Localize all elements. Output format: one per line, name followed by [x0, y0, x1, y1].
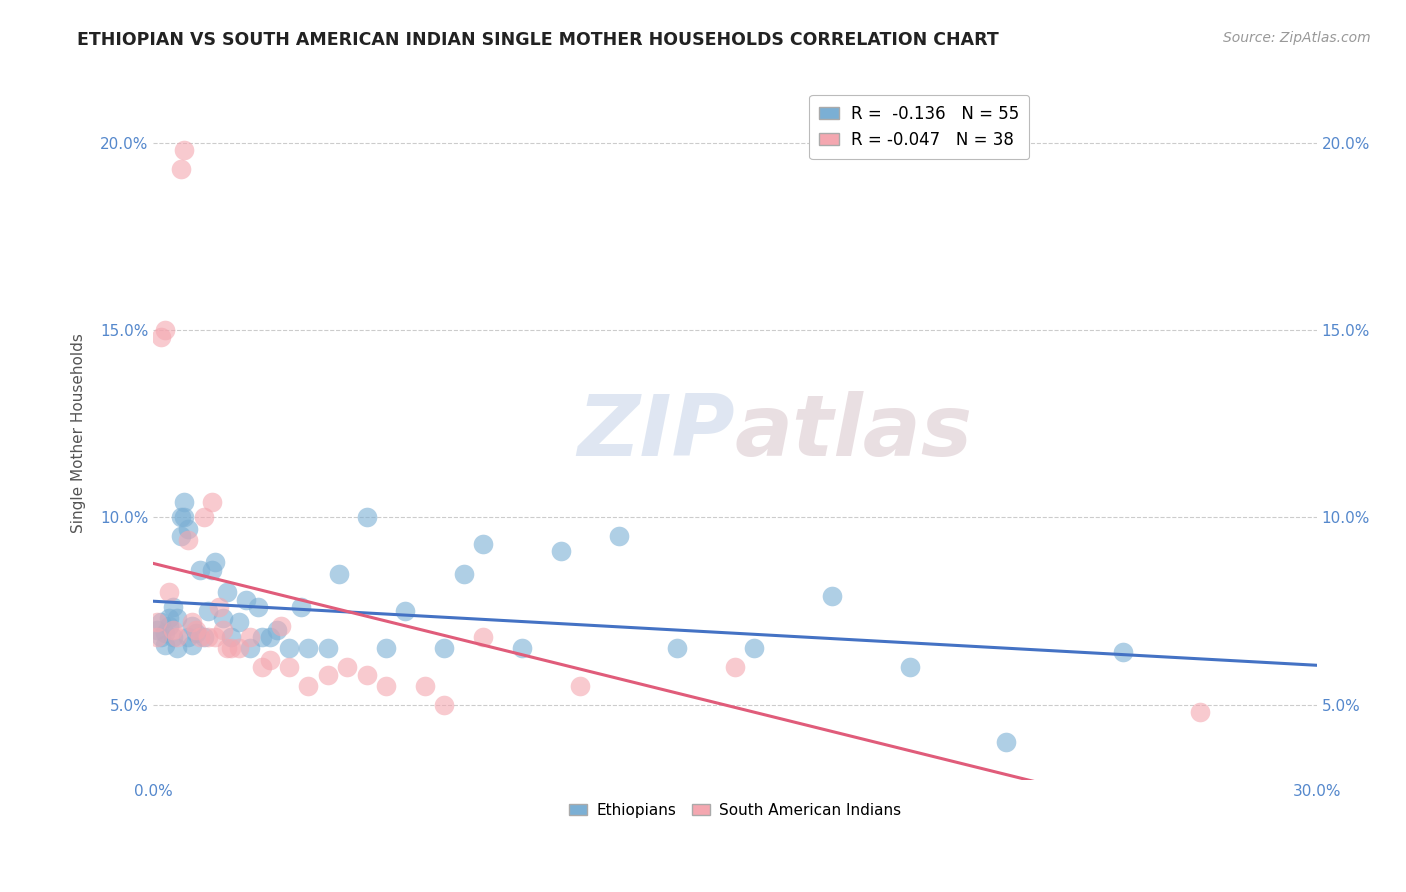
Point [550, 544, 572, 558]
Text: ZIP: ZIP [578, 392, 735, 475]
Point [394, 604, 416, 618]
Point [173, 143, 195, 157]
Point [146, 615, 169, 630]
Point [247, 600, 270, 615]
Point [1189, 705, 1212, 719]
Point [162, 600, 184, 615]
Point [235, 592, 257, 607]
Point [146, 623, 169, 637]
Point [184, 623, 207, 637]
Point [166, 630, 188, 644]
Point [157, 619, 180, 633]
Point [181, 638, 204, 652]
Point [219, 641, 242, 656]
Point [157, 611, 180, 625]
Point [607, 529, 630, 543]
Point [153, 638, 176, 652]
Point [150, 330, 173, 344]
Text: Source: ZipAtlas.com: Source: ZipAtlas.com [1223, 31, 1371, 45]
Point [239, 630, 262, 644]
Point [197, 630, 219, 644]
Point [665, 641, 688, 656]
Point [297, 641, 319, 656]
Point [169, 161, 191, 176]
Point [215, 641, 238, 656]
Point [177, 630, 200, 644]
Point [297, 679, 319, 693]
Point [375, 679, 398, 693]
Point [188, 563, 211, 577]
Point [162, 623, 184, 637]
Point [208, 600, 231, 615]
Point [568, 679, 591, 693]
Point [316, 641, 339, 656]
Point [177, 522, 200, 536]
Point [472, 630, 495, 644]
Point [316, 667, 339, 681]
Point [328, 566, 350, 581]
Point [212, 611, 235, 625]
Point [898, 660, 921, 674]
Point [200, 563, 222, 577]
Point [278, 641, 301, 656]
Point [375, 641, 398, 656]
Point [453, 566, 475, 581]
Point [181, 619, 204, 633]
Point [184, 626, 207, 640]
Point [259, 630, 281, 644]
Point [219, 630, 242, 644]
Point [212, 623, 235, 637]
Point [169, 510, 191, 524]
Point [215, 585, 238, 599]
Point [150, 630, 173, 644]
Point [197, 604, 219, 618]
Point [336, 660, 359, 674]
Point [166, 611, 188, 625]
Point [266, 623, 288, 637]
Point [173, 495, 195, 509]
Point [228, 641, 250, 656]
Point [228, 615, 250, 630]
Point [259, 653, 281, 667]
Point [744, 641, 766, 656]
Point [724, 660, 747, 674]
Point [153, 626, 176, 640]
Point [181, 615, 204, 630]
Point [821, 589, 844, 603]
Point [995, 735, 1018, 749]
Point [270, 619, 292, 633]
Point [278, 660, 301, 674]
Point [472, 536, 495, 550]
Point [153, 323, 176, 337]
Point [250, 660, 273, 674]
Point [413, 679, 436, 693]
Text: ETHIOPIAN VS SOUTH AMERICAN INDIAN SINGLE MOTHER HOUSEHOLDS CORRELATION CHART: ETHIOPIAN VS SOUTH AMERICAN INDIAN SINGL… [77, 31, 1000, 49]
Point [204, 630, 226, 644]
Point [510, 641, 533, 656]
Point [188, 630, 211, 644]
Legend: Ethiopians, South American Indians: Ethiopians, South American Indians [562, 797, 907, 824]
Point [146, 630, 169, 644]
Point [1112, 645, 1135, 659]
Point [290, 600, 312, 615]
Point [433, 698, 456, 712]
Point [356, 667, 378, 681]
Point [204, 555, 226, 569]
Point [177, 533, 200, 547]
Point [200, 495, 222, 509]
Point [157, 585, 180, 599]
Y-axis label: Single Mother Households: Single Mother Households [72, 333, 86, 533]
Point [150, 615, 173, 630]
Point [433, 641, 456, 656]
Point [193, 630, 215, 644]
Point [193, 510, 215, 524]
Point [250, 630, 273, 644]
Point [166, 641, 188, 656]
Point [169, 529, 191, 543]
Point [356, 510, 378, 524]
Point [162, 630, 184, 644]
Text: atlas: atlas [735, 392, 973, 475]
Point [239, 641, 262, 656]
Point [173, 510, 195, 524]
